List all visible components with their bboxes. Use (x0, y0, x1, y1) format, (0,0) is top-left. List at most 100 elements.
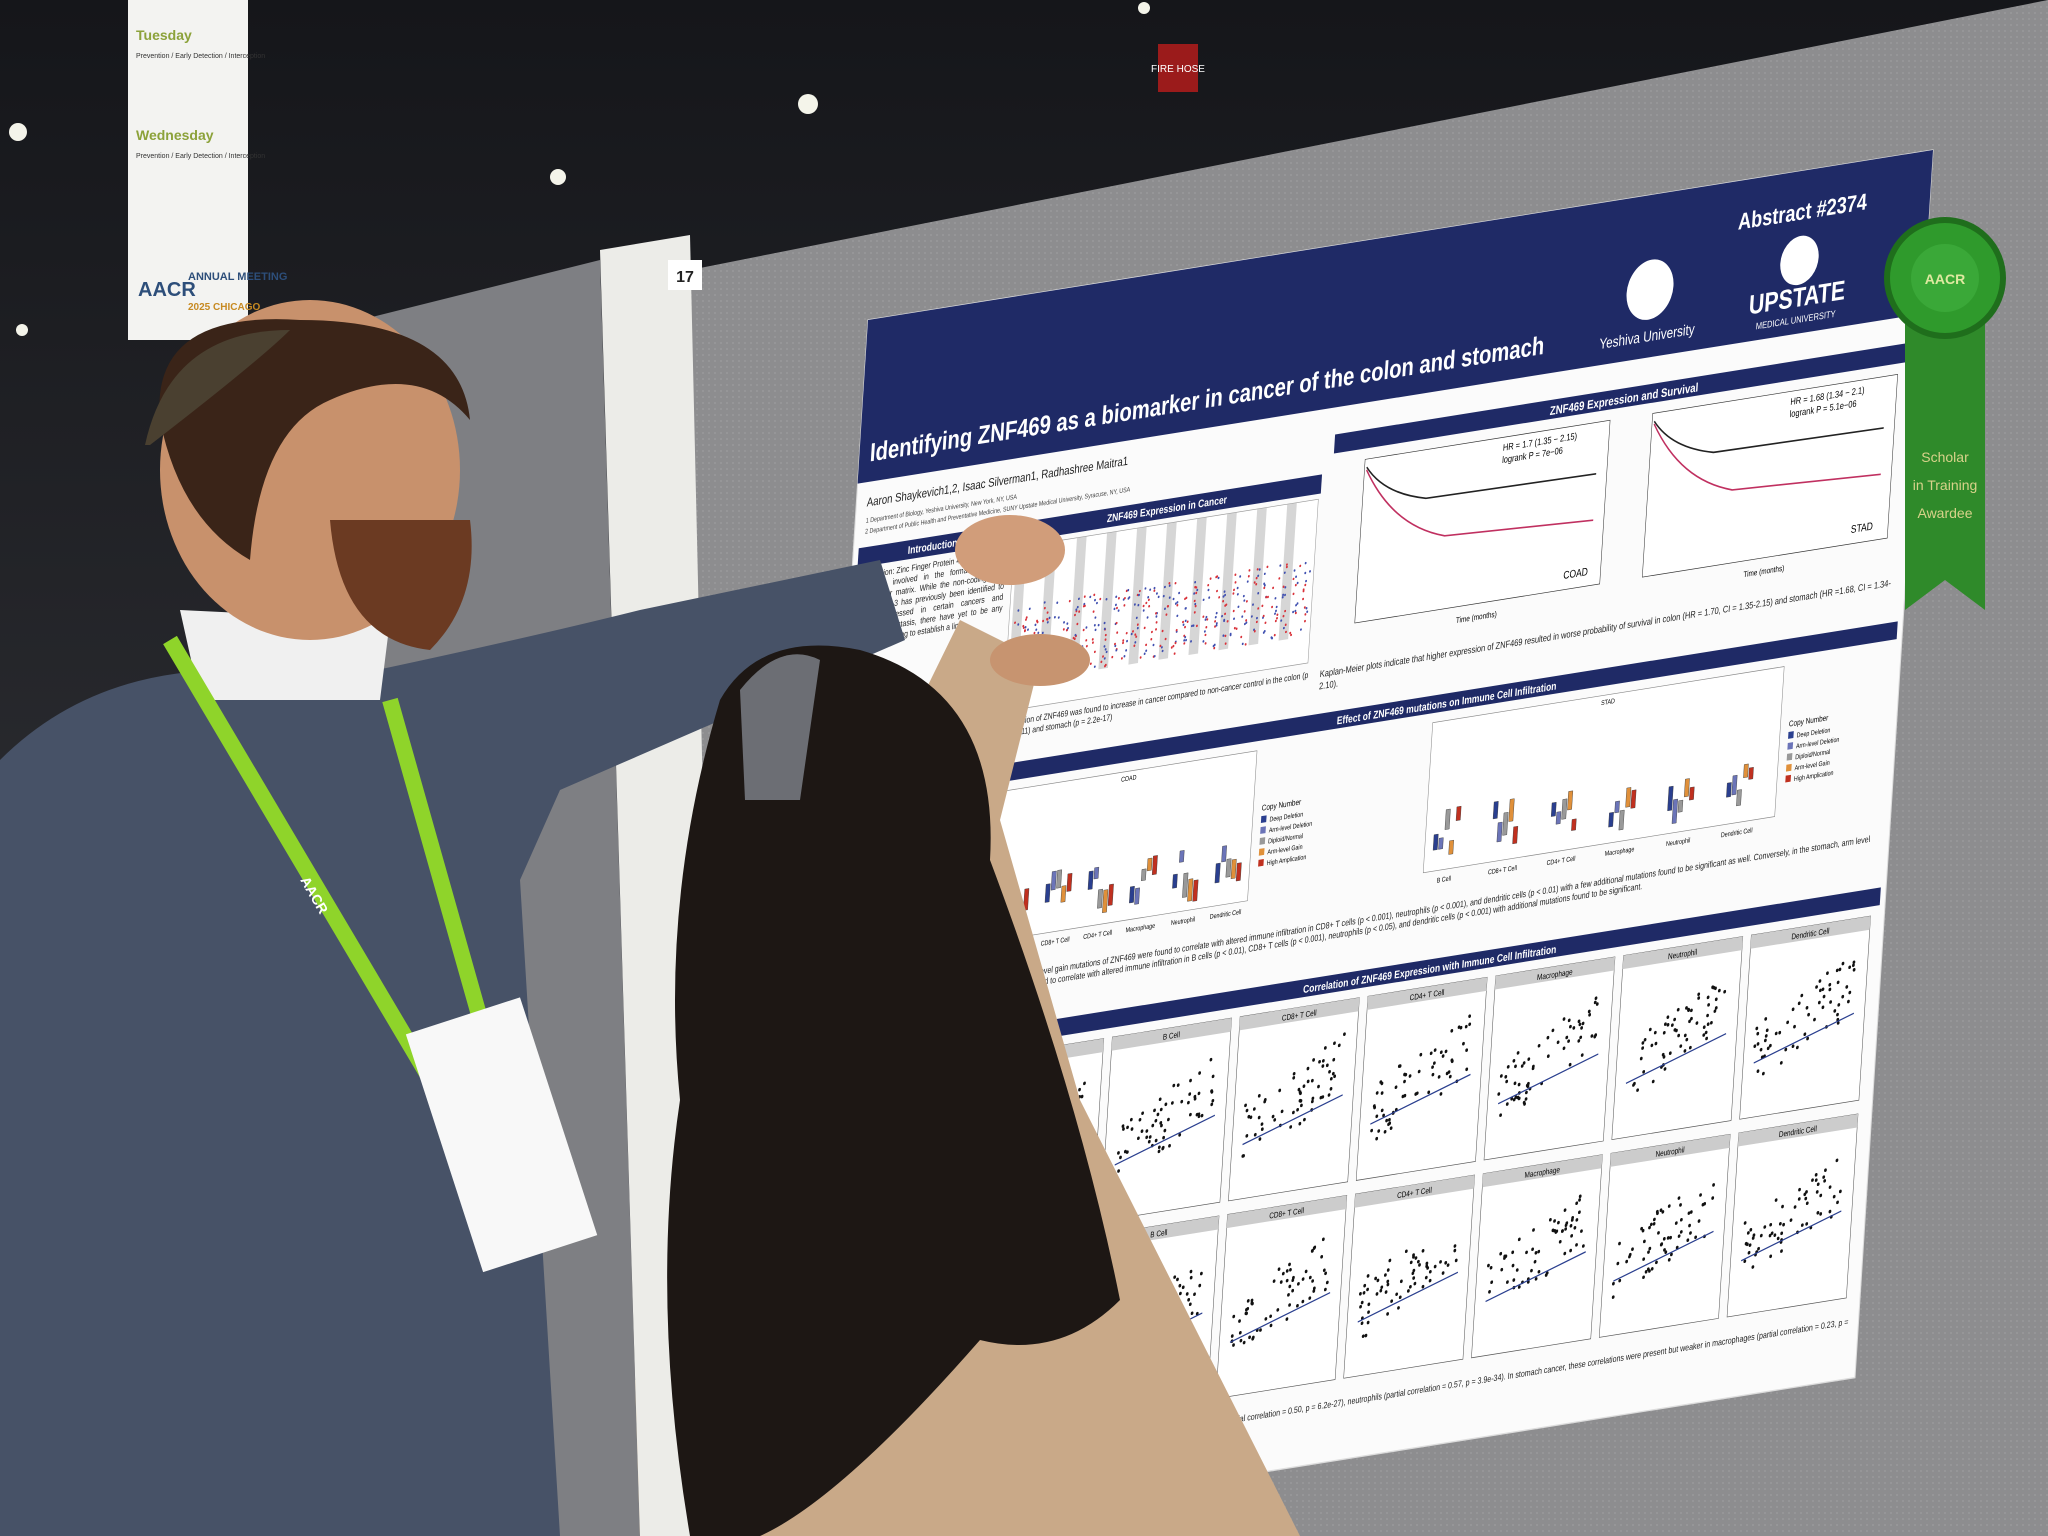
scatter-dot (1159, 1107, 1163, 1112)
scatter-dot (1752, 1233, 1756, 1237)
scatter-strip (1482, 1154, 1603, 1188)
plot-dot (1275, 605, 1278, 609)
scatter-dot (1821, 1005, 1825, 1010)
plot-dot (1263, 584, 1266, 587)
scatter-dot (1567, 1039, 1571, 1043)
scatter-dot (1813, 1017, 1816, 1022)
scatter-dot (1468, 1014, 1472, 1018)
scatter-dot (1828, 982, 1832, 987)
plot-dot (1067, 626, 1069, 630)
plot-dot (1270, 636, 1273, 639)
plot-dot (1145, 601, 1148, 605)
scatter-dot (1366, 1320, 1370, 1325)
scatter-strip-label: B Cell (1163, 1029, 1181, 1042)
plot-dot (1304, 619, 1306, 623)
plot-dot (1265, 595, 1268, 599)
scatter-dot (1537, 1269, 1541, 1274)
plot-dot (1285, 630, 1287, 634)
plot-dot (1275, 609, 1277, 613)
scatter-dot (1570, 1218, 1574, 1222)
scatter-dot (1329, 1087, 1333, 1091)
plot-dot (1224, 642, 1227, 645)
plot-dot (1076, 622, 1079, 626)
scatter-dot (1593, 1034, 1597, 1039)
plot-dot (1176, 601, 1179, 604)
fit-line (1242, 1094, 1343, 1146)
plot-dot (1077, 597, 1080, 601)
plot-dot (1114, 644, 1117, 648)
board-number: 17 (676, 269, 694, 286)
box (1731, 774, 1738, 796)
scatter-dot (1653, 1030, 1657, 1035)
plot-dot (1155, 621, 1158, 624)
plot-dot (1103, 657, 1106, 660)
scatter-dot (1651, 1079, 1655, 1084)
scatter-dot (1511, 1263, 1515, 1268)
scatter-dot (1763, 1225, 1767, 1229)
plot-dot (1170, 646, 1173, 649)
plot-dot (1164, 607, 1166, 610)
plot-dot (1295, 575, 1298, 578)
scatter-dot (1500, 1267, 1504, 1272)
box (1050, 870, 1057, 891)
plot-dot (1184, 635, 1187, 639)
plot-dot (1304, 613, 1307, 616)
scatter-dot (1817, 1000, 1821, 1005)
plot-dot (1165, 613, 1168, 616)
plot-dot (1216, 575, 1219, 578)
scatter-dot (1397, 1064, 1401, 1068)
plot-dot (1223, 590, 1226, 593)
plot-dot (1182, 620, 1184, 624)
plot-dot (1094, 616, 1097, 619)
scatter-dot (1793, 1205, 1797, 1209)
km-cohort: STAD (1850, 521, 1873, 537)
scatter-dot (1514, 1095, 1518, 1099)
plot-dot (1280, 619, 1283, 622)
plot-dot (1149, 588, 1152, 591)
plot-dot (1256, 568, 1259, 571)
scatter-dot (1824, 1168, 1827, 1172)
scatter-dot (1511, 1250, 1515, 1255)
plot-dot (1074, 633, 1077, 637)
scatter-dot (1562, 1046, 1566, 1051)
box (1726, 782, 1732, 798)
scatter-dot (1769, 1222, 1773, 1227)
km-curve (1653, 420, 1884, 454)
scatter-dot (1450, 1058, 1454, 1062)
plot-dot (1083, 604, 1086, 608)
scatter-dot (1198, 1071, 1202, 1075)
scatter-dot (1412, 1276, 1416, 1280)
scatter-dot (1685, 1037, 1689, 1042)
scatter-dot (1298, 1090, 1302, 1094)
scatter-dot (1413, 1281, 1417, 1286)
plot-dot (1042, 619, 1045, 623)
fit-line (1114, 1114, 1215, 1166)
scatter-dot (1807, 1012, 1810, 1017)
scatter-dot (1291, 1278, 1295, 1283)
scatter-dot (1181, 1285, 1185, 1290)
scatter-dot (1332, 1057, 1336, 1062)
scatter-dot (1667, 1204, 1671, 1208)
scatter-dot (1568, 1062, 1572, 1067)
scatter-dot (1594, 996, 1598, 1001)
scatter-dot (1360, 1321, 1364, 1326)
plot-shade (1068, 536, 1087, 675)
section-bar (996, 621, 1898, 783)
plot-dot (1130, 632, 1133, 636)
scatter-dot (1655, 1209, 1659, 1214)
plot-dot (1236, 593, 1239, 596)
scatter-dot (1242, 1340, 1246, 1345)
scatter-dot (1250, 1298, 1254, 1303)
scatter-dot (1425, 1261, 1429, 1266)
panel-title: STAD (1601, 697, 1616, 707)
scatter-dot (1780, 1249, 1783, 1253)
scatter-dot (1386, 1282, 1390, 1287)
scatter-dot (1537, 1249, 1541, 1254)
scatter-dot (1361, 1334, 1365, 1339)
scatter-dot (1312, 1246, 1316, 1250)
plot-dot (1089, 595, 1092, 599)
plot-dot (1023, 629, 1026, 633)
scatter-dot (1838, 967, 1842, 972)
scatter-dot (1249, 1115, 1253, 1120)
scatter-dot (1836, 1012, 1839, 1017)
